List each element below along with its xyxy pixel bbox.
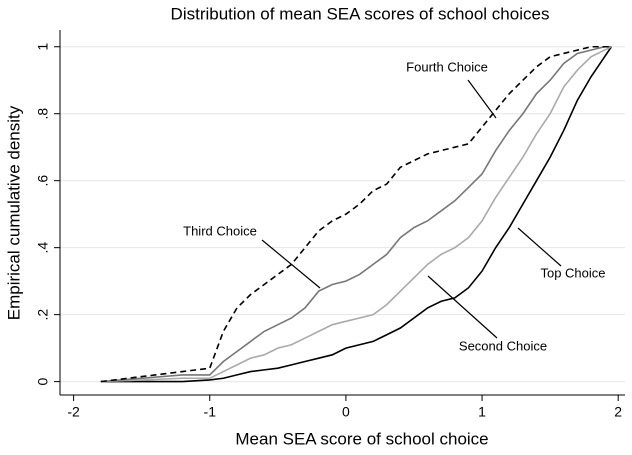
series-label: Fourth Choice [406,59,488,74]
leader-line [427,275,498,339]
y-tick-label: .2 [35,309,51,321]
leader-line [261,239,321,289]
x-tick-label: 2 [614,404,622,420]
y-tick-label: 0 [35,378,51,386]
x-axis-title: Mean SEA score of school choice [235,429,488,448]
x-tick-label: -1 [204,404,217,420]
x-tick-label: 1 [478,404,486,420]
y-tick-label: .6 [35,175,51,187]
series-line [100,45,612,383]
chart-title: Distribution of mean SEA scores of schoo… [171,4,550,23]
leader-line [467,79,497,119]
x-tick-label: 0 [342,404,350,420]
series-label: Third Choice [183,223,257,238]
series-label: Top Choice [540,265,605,280]
series-line [100,46,613,383]
y-tick-label: .4 [35,242,51,254]
series-line [100,46,612,383]
y-tick-label: 1 [35,43,51,51]
series-line [100,45,612,383]
series-label: Second Choice [459,338,547,353]
y-axis-title: Empirical cumulative density [4,105,23,320]
leader-line [517,227,562,267]
x-tick-label: -2 [67,404,80,420]
y-tick-label: .8 [35,108,51,120]
